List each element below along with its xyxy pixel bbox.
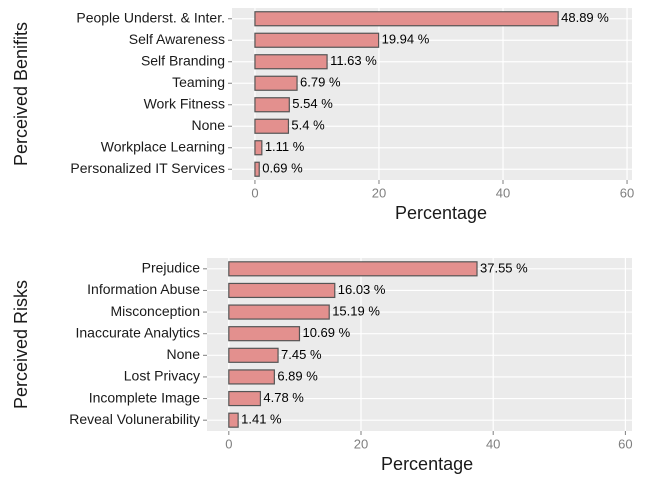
x-tick-label: 20 [354,436,368,451]
y-tick-label: Lost Privacy [124,368,200,384]
y-tick-label: Self Branding [141,52,225,68]
bar [254,161,260,177]
bar [228,282,336,299]
value-label: 6.89 % [277,368,318,383]
bar [254,11,559,27]
bar [228,261,478,277]
value-label: 15.19 % [332,304,380,319]
bar [254,97,290,113]
value-label: 16.03 % [338,282,386,297]
y-tick-label: Incomplete Image [89,389,200,405]
y-tick-label: Prejudice [142,260,201,276]
value-label: 4.78 % [263,390,304,405]
x-tick-label: 0 [225,436,232,451]
value-label: 7.45 % [281,347,322,362]
x-tick-label: 60 [620,185,634,200]
value-label: 6.79 % [300,75,341,90]
x-tick-label: 20 [372,185,386,200]
bar [228,304,330,320]
bar [228,369,275,385]
bar [254,118,290,134]
x-tick-label: 60 [618,436,632,451]
value-label: 48.89 % [561,10,609,25]
y-tick-label: Work Fitness [144,95,225,111]
bar [254,140,263,156]
bar [254,75,298,91]
y-tick-label: Misconception [111,303,201,319]
value-label: 11.63 % [330,53,377,68]
bar [228,326,301,342]
y-tick-label: Workplace Learning [101,138,225,154]
x-tick-label: 0 [251,185,258,200]
x-tick-label: 40 [486,436,500,451]
y-tick-label: None [192,117,226,133]
y-tick-label: Self Awareness [129,31,225,47]
value-label: 1.41 % [241,412,282,427]
y-tick-label: Reveal Volunerability [69,411,200,427]
value-label: 37.55 % [480,260,528,275]
value-label: 5.4 % [291,118,325,133]
value-label: 5.54 % [292,96,333,111]
y-tick-label: Personalized IT Services [70,160,225,176]
bar [228,347,279,363]
y-axis-title: Perceived Risks [11,280,31,409]
y-tick-label: Information Abuse [87,281,200,297]
y-tick-label: People Underst. & Inter. [76,9,225,25]
x-axis-title: Percentage [381,454,473,474]
bar [228,412,239,428]
value-label: 10.69 % [302,325,350,340]
bar [254,32,380,48]
y-axis-title: Perceived Benifits [11,22,31,166]
x-axis-title: Percentage [395,203,487,223]
y-tick-label: Teaming [172,74,225,90]
value-label: 1.11 % [265,139,305,154]
x-tick-label: 40 [496,185,510,200]
value-label: 19.94 % [382,32,430,47]
y-tick-label: None [167,346,201,362]
bar [254,54,328,70]
value-label: 0.69 % [262,161,303,176]
y-tick-label: Inaccurate Analytics [75,324,200,340]
bar [228,390,262,407]
